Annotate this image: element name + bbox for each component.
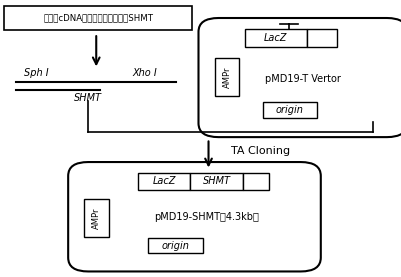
Bar (215, 58, 239, 96)
Bar (190, 173, 243, 190)
Bar (4, 6, 192, 30)
Text: AMPr: AMPr (223, 66, 231, 88)
Text: Xho I: Xho I (132, 68, 157, 78)
Text: pMD19-SHMT（4.3kb）: pMD19-SHMT（4.3kb） (154, 212, 259, 222)
Bar (307, 29, 337, 47)
Text: Sph I: Sph I (24, 68, 49, 78)
Bar (138, 173, 190, 190)
Text: 拟南芥cDNA第一条链为模板扩增SHMT: 拟南芥cDNA第一条链为模板扩增SHMT (43, 14, 153, 22)
Text: TA Cloning: TA Cloning (231, 146, 290, 156)
Text: SHMT: SHMT (203, 176, 231, 186)
Bar (243, 173, 269, 190)
Bar (148, 238, 203, 253)
Text: LacZ: LacZ (153, 176, 176, 186)
Bar (263, 102, 317, 118)
Text: origin: origin (162, 241, 189, 251)
Text: SHMT: SHMT (74, 93, 102, 103)
Bar (84, 199, 109, 237)
Text: AMPr: AMPr (92, 207, 101, 229)
Text: pMD19-T Vertor: pMD19-T Vertor (265, 74, 341, 84)
FancyBboxPatch shape (198, 18, 401, 137)
Text: LacZ: LacZ (264, 33, 288, 43)
FancyBboxPatch shape (68, 162, 321, 271)
Text: origin: origin (276, 105, 304, 115)
Bar (245, 29, 307, 47)
